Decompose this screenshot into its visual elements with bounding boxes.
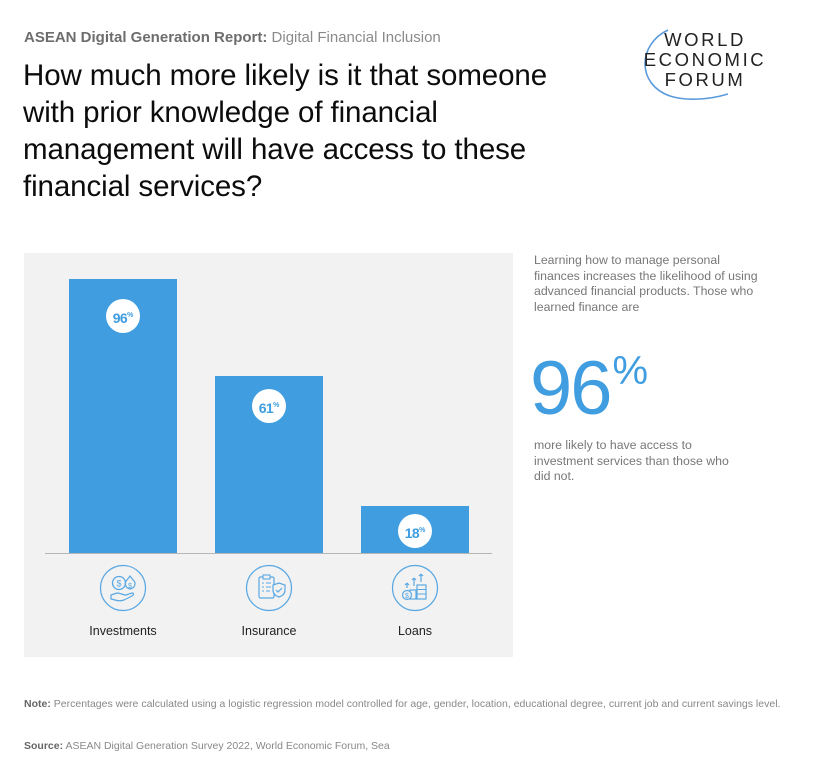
value-number: 61 [258,400,274,416]
value-percent: % [419,527,426,534]
category-label: Loans [397,624,433,638]
value-number: 96 [112,310,128,326]
logo-line-3: FORUM [664,69,746,90]
report-kicker: ASEAN Digital Generation Report: Digital… [24,29,441,46]
source-label: Source: [24,740,64,752]
svg-text:$: $ [405,593,409,600]
svg-text:$: $ [116,579,121,589]
category-investments: $ $ Investments [69,564,177,638]
callout-lead: Learning how to manage personal finances… [534,253,758,314]
value-percent: % [127,312,134,319]
category-label: Investments [89,624,157,638]
logo-arc-icon [644,29,729,100]
chart-panel: 96% 61% 18% $ $ Investments [24,253,513,657]
footnote: Note: Percentages were calculated using … [24,697,794,711]
big-number-percent: % [612,349,649,393]
category-insurance: Insurance [215,564,323,638]
logo-line-2: ECONOMIC [643,49,767,70]
category-loans: $ Loans [361,564,469,638]
report-name: ASEAN Digital Generation Report: [24,29,268,46]
source-line: Source: ASEAN Digital Generation Survey … [24,740,390,752]
callout-tail: more likely to have access to investment… [534,438,729,483]
money-hand-icon: $ $ [99,564,147,612]
category-label: Insurance [241,624,297,638]
x-axis-baseline [45,553,492,554]
note-text: Percentages were calculated using a logi… [53,698,781,710]
svg-text:$: $ [128,583,132,590]
big-number-value: 96 [530,346,613,431]
note-label: Note: [24,698,51,710]
wef-logo: WORLD ECONOMIC FORUM [630,22,780,102]
value-badge: 61% [252,389,286,423]
report-section: Digital Financial Inclusion [271,29,441,46]
loan-growth-coins-icon: $ [391,564,439,612]
bar-insurance: 61% [215,376,323,553]
value-badge: 96% [106,299,140,333]
chart-title: How much more likely is it that someone … [23,59,548,203]
value-number: 18 [404,525,420,541]
value-badge: 18% [398,514,432,548]
source-text: ASEAN Digital Generation Survey 2022, Wo… [65,740,390,752]
bar-loans: 18% [361,506,469,553]
bar-investments: 96% [69,279,177,553]
insurance-clipboard-shield-icon [245,564,293,612]
logo-line-1: WORLD [664,29,746,50]
callout-big-number: 96% [530,333,648,427]
value-percent: % [273,402,280,409]
